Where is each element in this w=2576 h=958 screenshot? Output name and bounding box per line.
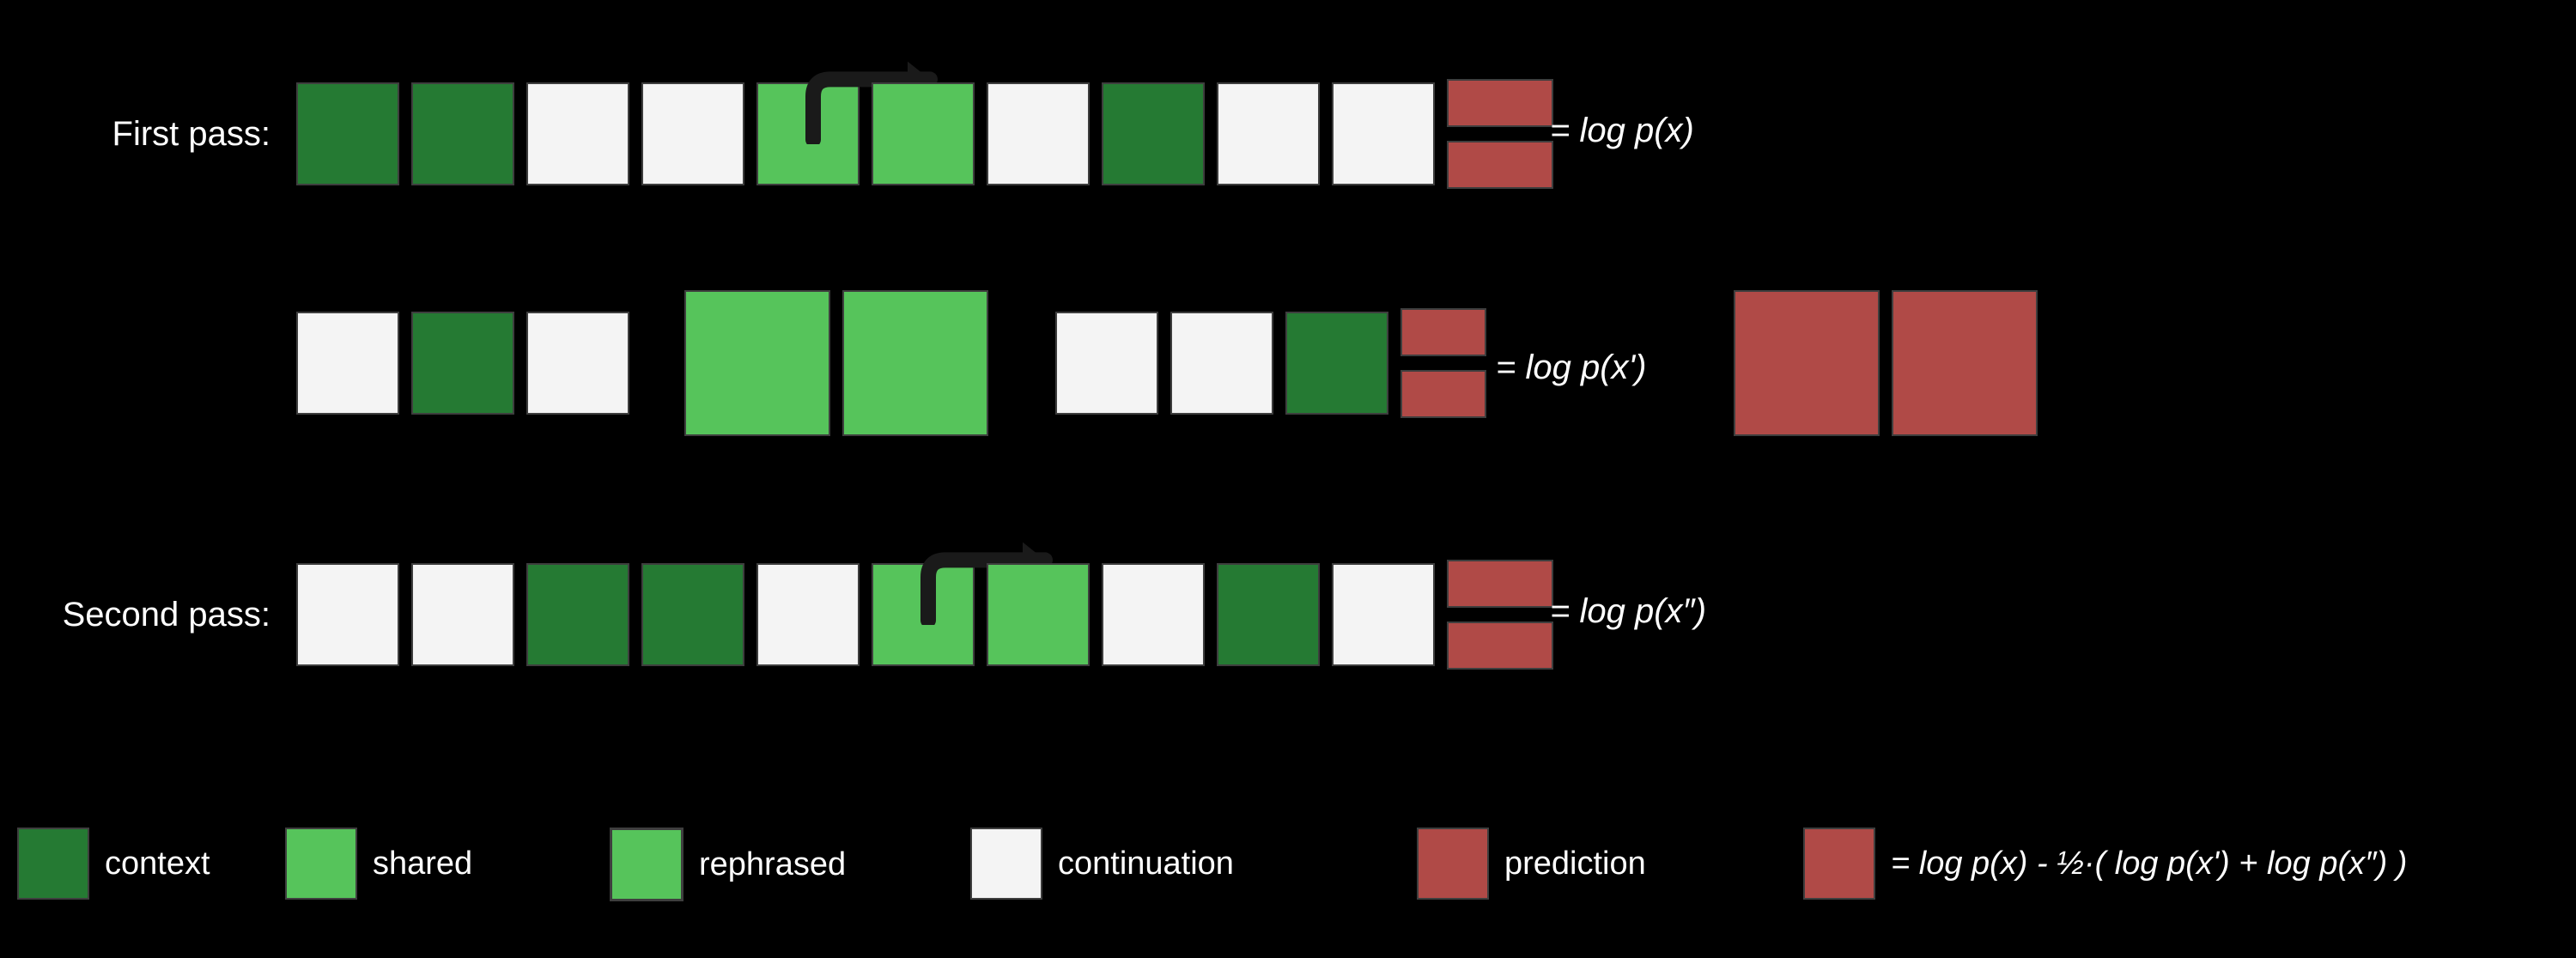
white-cell xyxy=(641,82,744,185)
row3-cells xyxy=(296,560,1553,670)
prediction-label: prediction xyxy=(1504,846,1646,882)
white-cell xyxy=(1055,312,1158,415)
dark_green-cell xyxy=(1102,82,1205,185)
shared-swatch xyxy=(285,828,357,900)
row3-formula: = log p(x″) xyxy=(1550,592,1706,631)
divergence-label: = log p(x) - ½·( log p(x') + log p(x″) ) xyxy=(1891,846,2407,882)
second-pass-row: Second pass: xyxy=(0,563,2576,666)
continuation-label: continuation xyxy=(1058,846,1234,882)
row1-formula: = log p(x) xyxy=(1550,112,1694,150)
first-pass-row: First pass: xyxy=(0,82,2576,185)
prediction-tail xyxy=(1447,79,1553,189)
bright_green-cell xyxy=(842,290,988,436)
bright_green-cell xyxy=(872,82,975,185)
prediction-swatch xyxy=(1417,828,1489,900)
white-cell xyxy=(1332,82,1435,185)
row1-cells xyxy=(296,79,1553,189)
white-cell xyxy=(526,312,629,415)
bright_green-cell xyxy=(756,82,860,185)
rephrased-swatch xyxy=(610,828,683,901)
white-cell xyxy=(1170,312,1273,415)
dark_green-cell xyxy=(296,82,399,185)
legend-item-shared: shared xyxy=(285,828,472,900)
dark_green-cell xyxy=(641,563,744,666)
context-label: context xyxy=(105,846,210,882)
red-cell xyxy=(1892,290,2038,436)
legend-item-context: context xyxy=(17,828,210,900)
prediction-tail xyxy=(1447,560,1553,670)
prediction-half xyxy=(1447,621,1553,670)
white-cell xyxy=(526,82,629,185)
legend-item-prediction: prediction xyxy=(1417,828,1646,900)
red-cell xyxy=(1734,290,1880,436)
shared-label: shared xyxy=(373,846,472,882)
white-cell xyxy=(987,82,1090,185)
row2-formula: = log p(x') xyxy=(1496,349,1647,387)
legend-item-continuation: continuation xyxy=(970,828,1234,900)
row2-cells xyxy=(296,290,2038,436)
white-cell xyxy=(296,563,399,666)
dark_green-cell xyxy=(411,312,514,415)
continuation-swatch xyxy=(970,828,1042,900)
divergence-swatch xyxy=(1803,828,1875,900)
white-cell xyxy=(1217,82,1320,185)
dark_green-cell xyxy=(1217,563,1320,666)
white-cell xyxy=(1102,563,1205,666)
prediction-half xyxy=(1447,141,1553,189)
bright_green-cell xyxy=(987,563,1090,666)
dark_green-cell xyxy=(1285,312,1388,415)
prediction-half xyxy=(1400,308,1486,356)
middle-row xyxy=(0,290,2576,436)
row1-label: First pass: xyxy=(0,115,296,154)
dark_green-cell xyxy=(411,82,514,185)
white-cell xyxy=(411,563,514,666)
bright_green-cell xyxy=(684,290,830,436)
white-cell xyxy=(756,563,860,666)
prediction-half xyxy=(1400,370,1486,418)
rephrased-label: rephrased xyxy=(699,846,846,883)
prediction-half xyxy=(1447,560,1553,608)
row3-label: Second pass: xyxy=(0,596,296,634)
context-swatch xyxy=(17,828,89,900)
legend-item-divergence: = log p(x) - ½·( log p(x') + log p(x″) ) xyxy=(1803,828,2407,900)
white-cell xyxy=(296,312,399,415)
prediction-half xyxy=(1447,79,1553,127)
legend-item-rephrased: rephrased xyxy=(610,828,846,901)
white-cell xyxy=(1332,563,1435,666)
prediction-tail xyxy=(1400,308,1486,418)
dark_green-cell xyxy=(526,563,629,666)
bright_green-cell xyxy=(872,563,975,666)
